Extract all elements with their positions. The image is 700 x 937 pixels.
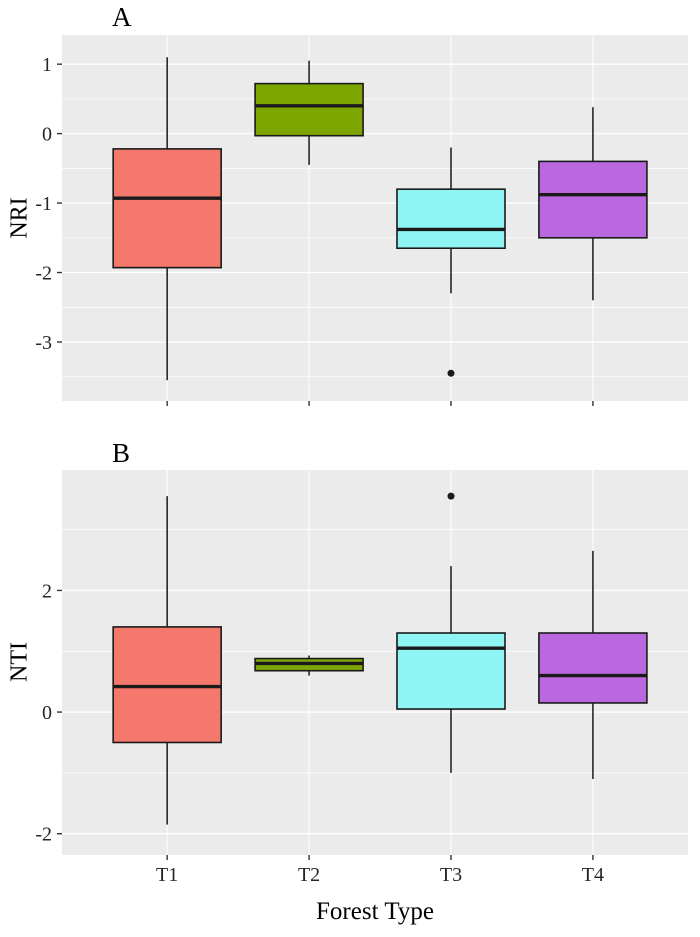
panel-A: 1 0 -1 -2 -3	[35, 35, 688, 406]
x-tick-label-T1: T1	[156, 864, 178, 886]
box-T2	[254, 82, 364, 137]
x-tick-label-T3: T3	[440, 864, 462, 886]
box-T3	[396, 188, 506, 250]
outlier-point-T3	[447, 492, 455, 500]
x-tick-label-T2: T2	[298, 864, 320, 886]
box-T4	[538, 632, 648, 704]
box-T3	[396, 632, 506, 710]
y-tick-label: 0	[42, 124, 52, 146]
y-tick-label: 2	[42, 580, 52, 602]
box-T4	[538, 160, 648, 239]
panel-b-tag: B	[112, 438, 131, 468]
x-tick-label-T4: T4	[582, 864, 604, 886]
y-tick-label: -1	[35, 193, 52, 215]
box-T1	[112, 148, 222, 269]
outlier-point-T3	[447, 369, 455, 377]
x-axis-title: Forest Type	[316, 898, 434, 925]
panel-B: 2 0 -2 T1 T2 T3 T4	[35, 470, 688, 886]
box-T1	[112, 626, 222, 744]
y-tick-label: -3	[35, 332, 52, 354]
y-tick-label: 0	[42, 702, 52, 724]
y-tick-label: -2	[35, 824, 52, 846]
y-tick-label: -2	[35, 263, 52, 285]
y-axis-title-nri: NRI	[6, 197, 33, 239]
y-axis-title-nti: NTI	[6, 642, 33, 682]
panel-a-tag: A	[112, 2, 132, 32]
y-tick-label: 1	[42, 54, 52, 76]
